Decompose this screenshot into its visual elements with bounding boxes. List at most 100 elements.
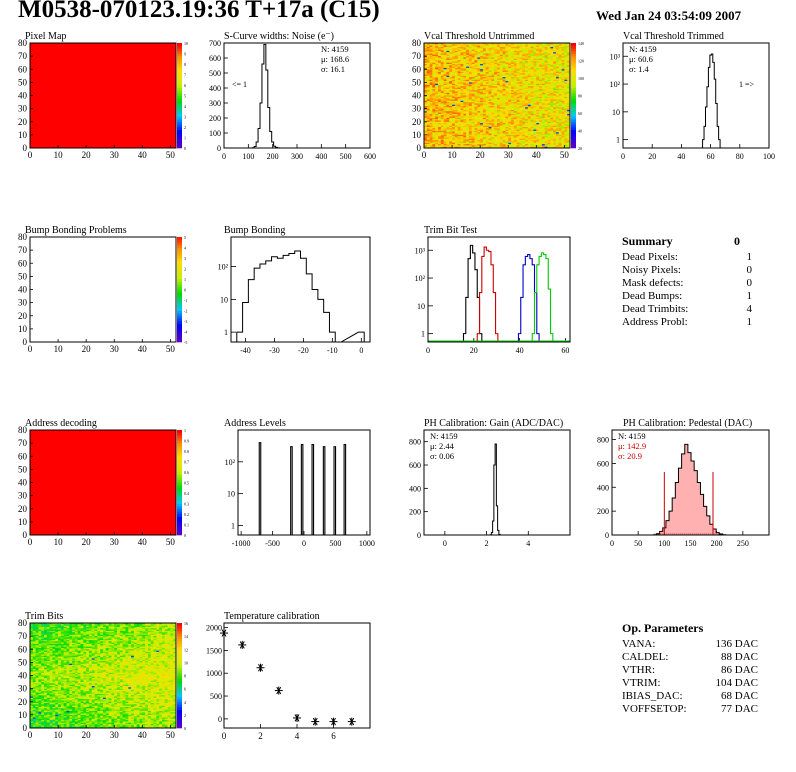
colorbar-tick-label: 0.9 <box>184 439 189 444</box>
heatmap-cell <box>539 104 543 107</box>
heatmap-cell <box>30 684 34 687</box>
heatmap-cell <box>544 49 548 52</box>
heatmap-cell <box>32 645 36 647</box>
heatmap-cell <box>494 103 498 105</box>
heatmap-cell <box>550 64 554 66</box>
tick-label: 0 <box>23 337 28 347</box>
heatmap-cell <box>553 113 557 116</box>
heatmap-cell <box>474 90 478 92</box>
heatmap-cell <box>429 145 433 147</box>
heatmap-cell <box>438 106 442 108</box>
heatmap-cell <box>466 127 470 129</box>
colorbar-segment <box>177 106 182 109</box>
heatmap-cell <box>530 64 534 66</box>
heatmap-cell <box>35 651 39 654</box>
colorbar-segment <box>177 134 182 138</box>
heatmap-cell <box>550 69 554 71</box>
heatmap-cell <box>460 104 464 107</box>
heatmap-cell <box>449 70 453 73</box>
heatmap-cell <box>541 77 546 79</box>
heatmap-cell <box>513 44 517 46</box>
heatmap-cell <box>485 69 489 71</box>
colorbar-segment <box>177 237 182 240</box>
heatmap-cell <box>440 117 444 120</box>
heatmap-cell <box>494 128 498 130</box>
heatmap-cell <box>485 98 489 100</box>
colorbar-segment <box>177 90 182 94</box>
heatmap-cell <box>558 83 562 86</box>
heatmap-cell <box>468 74 473 77</box>
heatmap-cell <box>35 692 39 695</box>
heatmap-cell <box>432 85 436 87</box>
heatmap-cell <box>424 82 428 84</box>
heatmap-cell <box>497 112 501 115</box>
heatmap-cell <box>452 125 456 128</box>
heatmap-cell <box>541 102 546 104</box>
heatmap-cell <box>452 94 456 96</box>
heatmap-cell <box>533 124 537 126</box>
heatmap-cell <box>525 75 529 78</box>
heatmap-cell <box>508 102 512 104</box>
heatmap-cell <box>446 102 450 104</box>
heatmap-cell <box>561 82 565 84</box>
heatmap-cell <box>539 77 543 79</box>
heatmap-cell <box>446 146 450 149</box>
heatmap-cell <box>480 106 484 108</box>
heatmap-cell <box>494 57 498 60</box>
heatmap-cell <box>482 134 487 137</box>
heatmap-cell <box>555 52 560 54</box>
heatmap-cell <box>474 82 478 84</box>
heatmap-cell <box>32 651 36 654</box>
heatmap-cell <box>35 623 39 625</box>
heatmap-cell <box>564 85 568 87</box>
heatmap-cell <box>567 104 571 107</box>
heatmap-cell <box>488 95 492 98</box>
heatmap-cell <box>527 45 531 48</box>
heatmap-cell <box>457 73 461 75</box>
plot-frame <box>230 236 371 343</box>
heatmap-cell <box>505 98 509 100</box>
heatmap-cell <box>454 69 458 71</box>
heatmap-cell <box>516 117 520 120</box>
heatmap-cell <box>488 70 492 73</box>
heatmap-cell <box>516 113 520 116</box>
heatmap-cell <box>564 145 568 147</box>
heatmap-cell <box>471 49 475 52</box>
heatmap-cell <box>536 43 540 45</box>
heatmap-cell <box>502 56 506 58</box>
heatmap-cell <box>511 87 515 90</box>
address-level-peak <box>333 446 337 535</box>
heatmap-cell <box>547 48 551 50</box>
colorbar-segment <box>177 493 182 496</box>
heatmap-cell <box>440 70 444 73</box>
heatmap-cell <box>516 56 520 58</box>
heatmap-cell <box>497 115 501 117</box>
heatmap-cell <box>502 53 506 56</box>
heatmap-cell <box>536 96 540 99</box>
heatmap-cell <box>516 70 520 73</box>
heatmap-cell <box>533 90 537 92</box>
heatmap-cell <box>567 65 571 67</box>
heatmap-cell <box>30 682 34 684</box>
heatmap-cell <box>555 62 560 65</box>
heatmap-cell <box>561 95 565 98</box>
heatmap-cell <box>460 85 464 87</box>
heatmap-cell <box>426 60 430 62</box>
heatmap-cell <box>460 95 464 98</box>
heatmap-cell <box>550 137 554 140</box>
colorbar-segment <box>177 458 182 462</box>
heatmap-cell <box>460 98 464 100</box>
colorbar-segment <box>177 318 182 322</box>
heatmap-cell <box>508 58 512 61</box>
heatmap-cell <box>449 130 453 133</box>
heatmap-cell <box>544 58 548 61</box>
tick-label: 50 <box>18 271 28 281</box>
heatmap-cell <box>511 43 515 45</box>
heatmap-cell <box>505 65 509 67</box>
heatmap-cell <box>536 86 540 88</box>
heatmap-cell <box>30 661 34 663</box>
heatmap-cell <box>488 48 492 50</box>
heatmap-cell <box>541 74 546 77</box>
heatmap-cell <box>474 62 478 65</box>
heatmap-cell <box>32 707 36 709</box>
